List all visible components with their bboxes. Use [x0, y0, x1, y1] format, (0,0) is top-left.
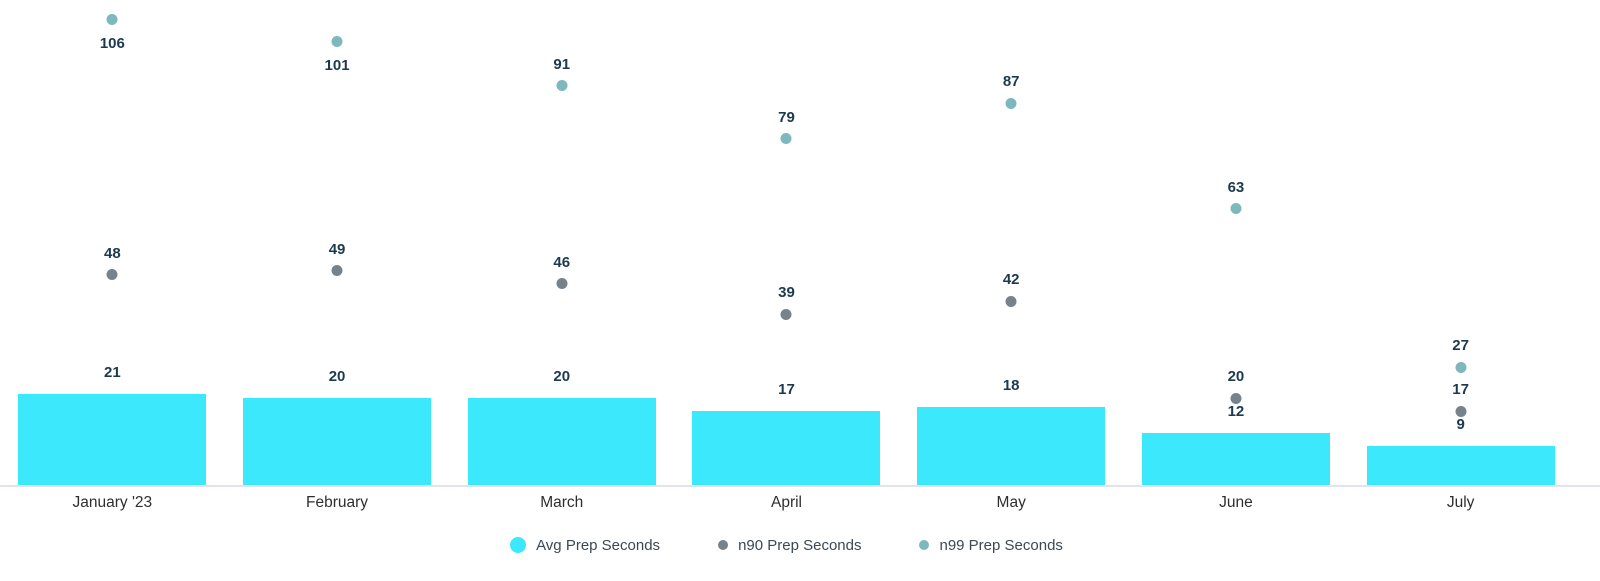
legend-label-n99: n99 Prep Seconds: [939, 536, 1063, 554]
n90-value-label: 39: [778, 284, 795, 302]
n90-dot[interactable]: [1005, 295, 1017, 307]
avg-value-label: 9: [1456, 416, 1465, 434]
n90-dot[interactable]: [780, 308, 792, 320]
x-axis-category-label: May: [996, 494, 1026, 511]
x-axis-category-label: June: [1219, 494, 1253, 511]
avg-value-label: 18: [1002, 376, 1020, 394]
x-axis-category-label: March: [540, 494, 584, 511]
category-column: 18 42 87 May: [899, 0, 1124, 511]
legend-label-avg: Avg Prep Seconds: [536, 536, 661, 554]
legend-item-n90-prep-seconds[interactable]: n90 Prep Seconds: [718, 537, 861, 554]
avg-prep-seconds-bar[interactable]: [243, 398, 432, 486]
n99-value-label: 106: [99, 34, 125, 52]
avg-prep-seconds-swatch-icon: [510, 537, 527, 553]
n90-value-label: 20: [1227, 368, 1245, 386]
n99-dot[interactable]: [1005, 97, 1017, 109]
n99-value-label: 79: [778, 108, 795, 126]
n99-dot[interactable]: [1230, 203, 1242, 215]
n90-value-label: 42: [1002, 271, 1020, 289]
n99-dot[interactable]: [780, 133, 792, 145]
avg-prep-seconds-bar[interactable]: [1141, 433, 1330, 486]
n99-dot[interactable]: [331, 36, 343, 48]
category-column: 20 46 91 March: [449, 0, 674, 511]
x-axis-category-label: February: [306, 494, 369, 511]
n90-value-label: 48: [104, 244, 121, 262]
category-column: 12 20 63 June: [1124, 0, 1349, 511]
category-column: 21 48 106 January '23: [0, 0, 225, 511]
category-column: 20 49 101 February: [225, 0, 450, 511]
n99-dot[interactable]: [1455, 361, 1467, 373]
legend-label-n90: n90 Prep Seconds: [738, 536, 862, 554]
avg-value-label: 20: [553, 368, 571, 386]
n90-value-label: 49: [328, 240, 346, 258]
x-axis-category-label: July: [1446, 494, 1475, 511]
x-axis-category-label: January '23: [72, 494, 153, 511]
n90-dot[interactable]: [556, 278, 568, 290]
n99-value-label: 27: [1452, 337, 1469, 355]
n90-dot[interactable]: [106, 269, 118, 281]
n90-value-label: 17: [1452, 381, 1469, 399]
avg-prep-seconds-bar[interactable]: [692, 411, 881, 486]
plot-area: 21 48 106 January '23 20 49 101 February 20 46 91 M…: [0, 0, 1573, 511]
avg-prep-seconds-bar[interactable]: [1366, 446, 1555, 486]
x-axis-category-label: April: [770, 494, 802, 511]
n90-dot[interactable]: [331, 265, 343, 276]
avg-prep-seconds-bar[interactable]: [18, 393, 207, 486]
n99-value-label: 87: [1002, 73, 1020, 91]
avg-value-label: 12: [1227, 403, 1245, 421]
n99-value-label: 63: [1227, 178, 1245, 196]
avg-value-label: 17: [778, 381, 795, 399]
avg-value-label: 21: [104, 363, 121, 381]
category-column: 17 39 79 April: [674, 0, 899, 511]
category-column: 9 17 27 July: [1348, 0, 1573, 511]
n90-dot[interactable]: [1455, 405, 1467, 417]
x-axis-line: [0, 485, 1600, 487]
legend-item-n99-prep-seconds[interactable]: n99 Prep Seconds: [919, 536, 1063, 554]
n99-prep-seconds-swatch-icon: [919, 540, 930, 550]
n90-dot[interactable]: [1230, 392, 1242, 404]
n99-value-label: 91: [553, 55, 571, 73]
n99-value-label: 101: [324, 56, 350, 74]
n90-prep-seconds-swatch-icon: [718, 540, 729, 550]
avg-prep-seconds-bar[interactable]: [467, 398, 656, 486]
n90-value-label: 46: [553, 253, 571, 271]
legend: Avg Prep Seconds n90 Prep Seconds n99 Pr…: [0, 534, 1573, 556]
legend-item-avg-prep-seconds[interactable]: Avg Prep Seconds: [510, 537, 660, 554]
n99-dot[interactable]: [556, 80, 568, 92]
avg-prep-seconds-bar[interactable]: [917, 406, 1106, 486]
avg-value-label: 20: [328, 368, 346, 386]
n99-dot[interactable]: [106, 14, 118, 26]
